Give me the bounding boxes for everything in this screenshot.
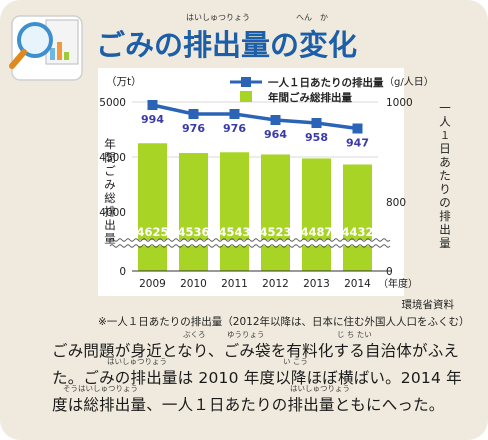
right-axis-label: 出 bbox=[439, 223, 451, 237]
bar-data-label: 4523 bbox=[259, 225, 291, 239]
line-data-label: 976 bbox=[182, 122, 205, 135]
line-data-label: 976 bbox=[223, 122, 246, 135]
line-data-label: 958 bbox=[305, 131, 328, 144]
right-axis-label: 一 bbox=[439, 101, 451, 115]
paragraph-ruby: はいしゅつりょう bbox=[107, 357, 167, 366]
left-axis-label: 出 bbox=[104, 218, 116, 232]
bar bbox=[302, 158, 331, 271]
x-tick-label: 2013 bbox=[303, 278, 330, 290]
paragraph-ruby: そうはいしゅつりょう bbox=[63, 384, 138, 393]
bar-data-label: 4543 bbox=[218, 225, 250, 239]
bar-data-label: 4487 bbox=[300, 225, 332, 239]
bar-data-label: 4536 bbox=[177, 225, 209, 239]
x-axis-unit: （年度） bbox=[378, 277, 418, 290]
description-paragraph: ごみ問題が身近となり、ごみ袋を有料化する自治体がふえた。ごみの排出量は 2010… bbox=[52, 342, 462, 414]
right-axis-label: 日 bbox=[439, 142, 451, 156]
left-tick-label: 0 bbox=[119, 266, 126, 278]
title-ruby: へん か bbox=[296, 13, 328, 22]
magnifier-chart-icon bbox=[9, 15, 83, 81]
left-axis-label: ご bbox=[104, 164, 116, 178]
left-axis-label: 総 bbox=[104, 191, 116, 205]
right-axis-label: 量 bbox=[439, 236, 451, 250]
title-ruby: はいしゅつりょう bbox=[186, 13, 250, 22]
bar bbox=[179, 153, 208, 271]
right-axis-unit: （g/人日） bbox=[384, 76, 434, 88]
left-axis-label: 量 bbox=[104, 232, 116, 246]
left-tick-label: 5000 bbox=[99, 97, 126, 109]
bar bbox=[343, 164, 372, 271]
x-tick-label: 2012 bbox=[262, 278, 289, 290]
line-marker bbox=[311, 118, 322, 128]
series-line bbox=[152, 103, 358, 131]
left-axis-label: 排 bbox=[104, 205, 116, 219]
chart-title: ごみの排出量の変化 bbox=[96, 28, 358, 62]
source-label: 環境省資料 bbox=[401, 299, 455, 311]
line-marker bbox=[229, 109, 240, 119]
right-axis-label: 人 bbox=[439, 115, 451, 129]
line-marker bbox=[188, 109, 199, 119]
left-tick-label: 4500 bbox=[99, 152, 126, 164]
left-axis-label: 間 bbox=[104, 151, 116, 165]
paragraph-ruby: じ ち たい bbox=[337, 330, 372, 339]
line-marker bbox=[147, 100, 158, 110]
x-tick-label: 2014 bbox=[344, 278, 371, 290]
legend-label: 年間ごみ総排出量 bbox=[268, 91, 352, 104]
left-axis-label: み bbox=[104, 178, 116, 192]
legend-line-marker bbox=[241, 77, 251, 87]
line-marker bbox=[270, 115, 281, 125]
axis-break-line bbox=[109, 244, 391, 248]
chart-note: ※一人１日あたりの排出量（2012年以降は、日本に住む外国人人口をふくむ） bbox=[98, 316, 470, 328]
right-axis-label: た bbox=[439, 169, 451, 183]
paragraph-ruby: ぶくろ bbox=[183, 330, 206, 339]
paragraph-ruby: い こう bbox=[283, 357, 308, 366]
x-tick-label: 2011 bbox=[221, 278, 248, 290]
left-axis-label: 年 bbox=[104, 137, 116, 151]
bar-data-label: 4432 bbox=[341, 225, 373, 239]
line-data-label: 994 bbox=[141, 113, 164, 126]
right-tick-label: 1000 bbox=[386, 97, 413, 109]
bar-data-label: 4625 bbox=[136, 225, 168, 239]
bar bbox=[220, 152, 249, 271]
axis-break-band bbox=[110, 240, 386, 246]
axis-break-line bbox=[109, 238, 391, 242]
line-marker bbox=[352, 123, 363, 134]
right-axis-label: の bbox=[439, 196, 451, 210]
left-axis-unit: （万t） bbox=[106, 76, 142, 88]
paragraph-ruby: ゆうりょう bbox=[227, 330, 265, 339]
bar bbox=[138, 143, 167, 271]
legend-bar-swatch bbox=[240, 91, 252, 102]
right-axis-label: り bbox=[439, 182, 451, 196]
x-tick-label: 2009 bbox=[139, 278, 166, 290]
right-axis-label: １ bbox=[440, 130, 451, 142]
legend-label: 一人１日あたりの排出量 bbox=[268, 76, 384, 89]
x-tick-label: 2010 bbox=[180, 278, 207, 290]
line-data-label: 947 bbox=[346, 137, 369, 150]
right-axis-label: 排 bbox=[439, 209, 451, 223]
bar bbox=[261, 154, 290, 271]
paragraph-ruby: はいしゅつりょう bbox=[290, 384, 350, 393]
right-axis-label: あ bbox=[439, 155, 451, 169]
right-tick-label: 800 bbox=[386, 197, 406, 209]
left-tick-label: 4000 bbox=[99, 207, 126, 219]
line-data-label: 964 bbox=[264, 128, 287, 141]
right-tick-label: 0 bbox=[386, 266, 393, 278]
